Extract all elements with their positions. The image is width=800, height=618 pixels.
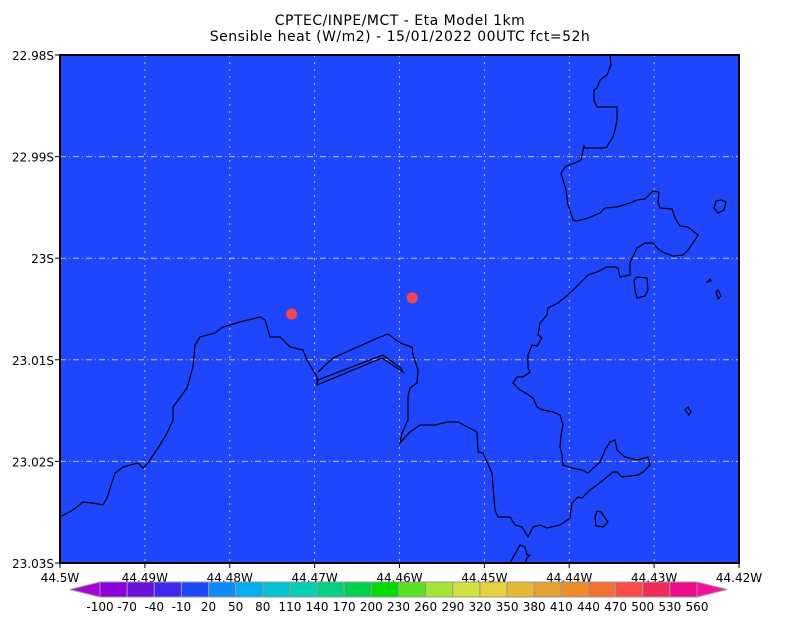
colorbar-swatch bbox=[669, 581, 698, 598]
lon-label: 44.42W bbox=[716, 571, 762, 585]
colorbar-swatch bbox=[452, 581, 481, 598]
colorbar-label: 290 bbox=[441, 600, 464, 614]
colorbar-swatch bbox=[506, 581, 535, 598]
colorbar-label: 200 bbox=[360, 600, 383, 614]
colorbar-label: 560 bbox=[686, 600, 709, 614]
lat-label: 22.99S bbox=[12, 151, 54, 165]
island bbox=[633, 276, 649, 299]
colorbar-swatch bbox=[153, 581, 182, 598]
coastline-south-point bbox=[509, 544, 532, 564]
graticule bbox=[60, 55, 739, 563]
colorbar-label: 230 bbox=[387, 600, 410, 614]
colorbar-label: 530 bbox=[658, 600, 681, 614]
colorbar-swatch bbox=[180, 581, 210, 598]
colorbar-label: 320 bbox=[468, 600, 491, 614]
colorbar-label: 20 bbox=[201, 600, 216, 614]
colorbar-label: -70 bbox=[117, 600, 137, 614]
colorbar-swatch bbox=[398, 581, 427, 598]
lon-label: 44.5W bbox=[41, 571, 80, 585]
title-line-2: Sensible heat (W/m2) - 15/01/2022 00UTC … bbox=[209, 29, 591, 45]
colorbar-label: 260 bbox=[414, 600, 437, 614]
island bbox=[684, 406, 692, 417]
colorbar-label: 380 bbox=[523, 600, 546, 614]
colorbar-swatch bbox=[99, 581, 128, 598]
colorbar-label: -40 bbox=[144, 600, 164, 614]
title-line-1: CPTEC/INPE/MCT - Eta Model 1km bbox=[274, 13, 526, 29]
colorbar-label: 140 bbox=[306, 600, 329, 614]
colorbar-swatch bbox=[615, 581, 644, 598]
island bbox=[715, 288, 722, 301]
colorbar-swatch bbox=[425, 581, 454, 598]
colorbar-swatch bbox=[560, 581, 589, 598]
colorbar-label: 470 bbox=[604, 600, 627, 614]
lat-label: 23.02S bbox=[12, 455, 54, 469]
colorbar bbox=[69, 581, 728, 598]
lat-label: 23.03S bbox=[12, 557, 54, 571]
colorbar-label: 350 bbox=[496, 600, 519, 614]
colorbar-labels: -100 -70 -40 -10 20 50 80 110 140 170 200 230 260 290… bbox=[86, 600, 708, 614]
station-marker bbox=[406, 292, 418, 304]
colorbar-label: -10 bbox=[172, 600, 192, 614]
lat-label: 22.98S bbox=[12, 49, 54, 63]
colorbar-swatch bbox=[343, 581, 372, 598]
colorbar-swatch bbox=[126, 581, 155, 598]
colorbar-label: -100 bbox=[86, 600, 113, 614]
colorbar-swatch bbox=[587, 581, 617, 598]
colorbar-swatch bbox=[289, 581, 318, 598]
island bbox=[705, 277, 712, 284]
colorbar-label: 110 bbox=[279, 600, 302, 614]
coastline-pier bbox=[316, 54, 699, 539]
coastline bbox=[59, 54, 727, 564]
colorbar-label: 170 bbox=[333, 600, 356, 614]
colorbar-swatch bbox=[479, 581, 508, 598]
colorbar-swatch bbox=[262, 581, 291, 598]
colorbar-label: 50 bbox=[228, 600, 243, 614]
colorbar-swatch bbox=[533, 581, 562, 598]
island bbox=[713, 199, 727, 214]
colorbar-label: 500 bbox=[631, 600, 654, 614]
island bbox=[594, 510, 609, 528]
axis-ticks bbox=[55, 54, 740, 568]
colorbar-swatch bbox=[208, 581, 237, 598]
latitude-labels: 22.98S 22.99S 23S 23.01S 23.02S 23.03S bbox=[12, 49, 54, 571]
colorbar-swatch bbox=[235, 581, 264, 598]
colorbar-swatch bbox=[642, 581, 671, 598]
coastline-mainland-west bbox=[59, 316, 318, 518]
station-marker bbox=[286, 308, 298, 320]
colorbar-swatch bbox=[370, 581, 400, 598]
lat-label: 23.01S bbox=[12, 354, 54, 368]
station-markers bbox=[286, 292, 418, 320]
lat-label: 23S bbox=[31, 252, 54, 266]
colorbar-label: 410 bbox=[550, 600, 573, 614]
colorbar-swatch bbox=[316, 581, 345, 598]
colorbar-label: 80 bbox=[255, 600, 270, 614]
colorbar-label: 440 bbox=[577, 600, 600, 614]
